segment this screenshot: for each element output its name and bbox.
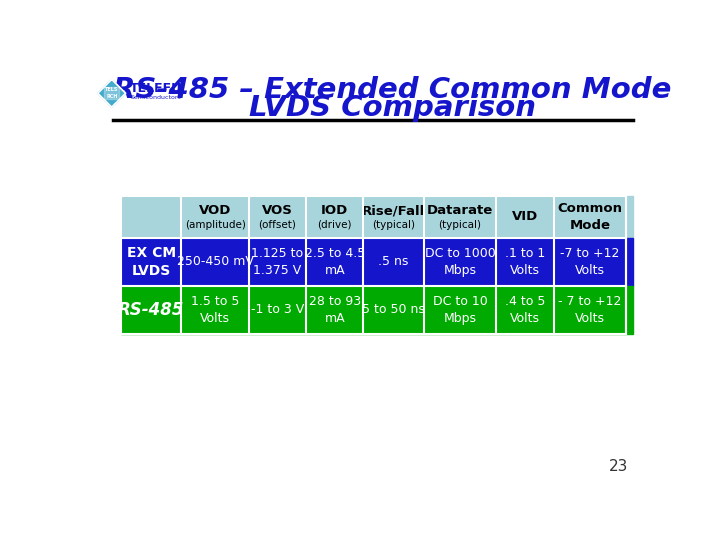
Text: .1 to 1
Volts: .1 to 1 Volts bbox=[505, 247, 545, 277]
Text: 250-450 mV: 250-450 mV bbox=[176, 255, 253, 268]
Text: LVDS Comparison: LVDS Comparison bbox=[248, 94, 536, 122]
Bar bbox=[121, 238, 632, 286]
Text: EX CM
LVDS: EX CM LVDS bbox=[127, 246, 176, 278]
Text: (typical): (typical) bbox=[372, 220, 415, 229]
Text: TELS: TELS bbox=[105, 87, 118, 92]
Text: 1.125 to
1.375 V: 1.125 to 1.375 V bbox=[251, 247, 304, 277]
Text: 28 to 93
mA: 28 to 93 mA bbox=[309, 295, 361, 325]
Text: 23: 23 bbox=[609, 459, 629, 474]
Text: (offset): (offset) bbox=[258, 220, 297, 229]
Text: Rise/Fall: Rise/Fall bbox=[362, 204, 426, 217]
Text: 5 to 50 ns: 5 to 50 ns bbox=[362, 303, 425, 316]
Text: (typical): (typical) bbox=[438, 220, 482, 229]
Text: DC to 1000
Mbps: DC to 1000 Mbps bbox=[425, 247, 495, 277]
Text: VOD: VOD bbox=[199, 204, 231, 217]
Text: (amplitude): (amplitude) bbox=[184, 220, 246, 229]
Text: .5 ns: .5 ns bbox=[379, 255, 409, 268]
Text: 1.5 to 5
Volts: 1.5 to 5 Volts bbox=[191, 295, 239, 325]
Polygon shape bbox=[98, 79, 126, 107]
Text: IOD: IOD bbox=[321, 204, 348, 217]
Text: RCH: RCH bbox=[106, 94, 117, 99]
Text: -7 to +12
Volts: -7 to +12 Volts bbox=[560, 247, 620, 277]
Text: Semiconductors: Semiconductors bbox=[130, 94, 181, 100]
Text: TELEFU: TELEFU bbox=[130, 82, 182, 95]
Text: 2.5 to 4.5
mA: 2.5 to 4.5 mA bbox=[305, 247, 365, 277]
Bar bbox=[121, 195, 632, 238]
Bar bbox=[121, 286, 632, 334]
Text: .4 to 5
Volts: .4 to 5 Volts bbox=[505, 295, 545, 325]
Text: VID: VID bbox=[512, 211, 539, 224]
Text: (drive): (drive) bbox=[318, 220, 352, 229]
Text: -1 to 3 V: -1 to 3 V bbox=[251, 303, 304, 316]
Text: VOS: VOS bbox=[262, 204, 293, 217]
Text: RS-485 – Extended Common Mode: RS-485 – Extended Common Mode bbox=[113, 76, 672, 104]
Text: DC to 10
Mbps: DC to 10 Mbps bbox=[433, 295, 487, 325]
Text: Datarate: Datarate bbox=[427, 204, 493, 217]
Text: RS-485: RS-485 bbox=[118, 301, 184, 319]
Text: - 7 to +12
Volts: - 7 to +12 Volts bbox=[558, 295, 622, 325]
Text: Common
Mode: Common Mode bbox=[557, 202, 623, 232]
Polygon shape bbox=[104, 87, 120, 99]
